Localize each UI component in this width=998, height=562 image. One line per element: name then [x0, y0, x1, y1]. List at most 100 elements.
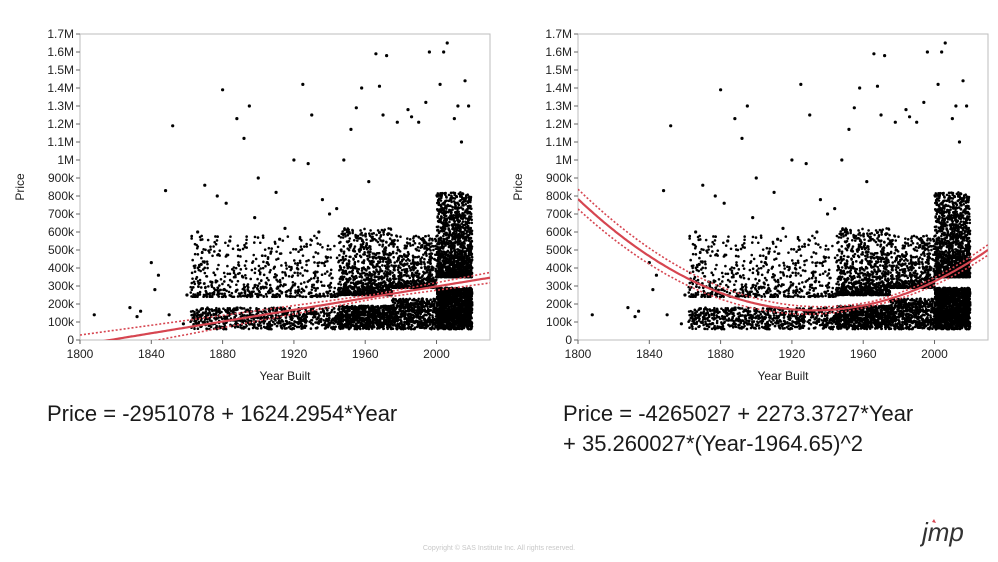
- data-point: [270, 316, 273, 319]
- data-point: [369, 239, 373, 243]
- data-point: [348, 290, 351, 293]
- data-point: [191, 277, 194, 280]
- x-axis-label: Year Built: [260, 369, 312, 383]
- scatter-chart-linear-fit: 0100k200k300k400k500k600k700k800k900k1M1…: [13, 27, 491, 383]
- data-point: [337, 234, 341, 238]
- data-point: [243, 243, 246, 247]
- data-point: [428, 276, 432, 280]
- data-point: [381, 245, 384, 248]
- data-point: [384, 282, 387, 286]
- data-point: [326, 248, 329, 251]
- data-point: [375, 233, 378, 237]
- data-point: [368, 244, 371, 248]
- data-point: [339, 248, 343, 251]
- data-point: [378, 243, 381, 247]
- data-point: [395, 260, 399, 263]
- data-point: [309, 277, 313, 280]
- data-point: [342, 250, 346, 254]
- data-point: [428, 239, 431, 242]
- data-point: [379, 289, 383, 292]
- data-point: [274, 319, 277, 322]
- data-point: [243, 314, 246, 317]
- data-point: [261, 236, 265, 239]
- data-point: [293, 324, 297, 327]
- data-point: [284, 293, 288, 297]
- data-point: [405, 300, 409, 304]
- data-point: [362, 253, 365, 256]
- data-point: [251, 326, 255, 330]
- data-point: [194, 319, 198, 323]
- data-point: [211, 295, 214, 299]
- data-point: [367, 315, 371, 318]
- data-point: [396, 305, 399, 309]
- data-point: [371, 319, 375, 323]
- data-point: [245, 235, 248, 238]
- data-point: [305, 245, 309, 248]
- data-point: [262, 322, 266, 325]
- data-point: [413, 241, 417, 245]
- data-point: [238, 295, 242, 298]
- data-point: [378, 319, 381, 323]
- data-point: [420, 266, 423, 270]
- data-point: [382, 272, 386, 275]
- data-point: [253, 324, 256, 328]
- data-point: [361, 234, 365, 237]
- data-point: [257, 264, 261, 268]
- data-point: [352, 320, 356, 324]
- data-point: [225, 310, 228, 313]
- data-point: [373, 275, 377, 279]
- data-point: [416, 245, 420, 249]
- data-point: [262, 319, 266, 322]
- data-point: [249, 319, 252, 323]
- data-point: [383, 264, 387, 268]
- data-point: [368, 271, 371, 274]
- data-point: [388, 315, 392, 319]
- data-point: [359, 288, 362, 291]
- data-point: [234, 275, 237, 279]
- data-point: [354, 290, 358, 293]
- data-point: [244, 273, 247, 277]
- data-point: [310, 239, 314, 242]
- data-point: [371, 322, 374, 325]
- data-point: [236, 254, 240, 258]
- data-point: [366, 258, 370, 261]
- data-point: [269, 252, 272, 255]
- data-point: [210, 285, 214, 288]
- data-point: [300, 239, 303, 242]
- data-point: [299, 324, 303, 328]
- data-point: [262, 310, 266, 313]
- data-point: [419, 301, 423, 304]
- data-point: [393, 265, 397, 268]
- data-point: [237, 264, 241, 267]
- data-point: [289, 313, 293, 316]
- data-point: [256, 295, 259, 299]
- data-point: [372, 232, 376, 235]
- data-point: [287, 274, 291, 278]
- data-point: [392, 319, 395, 322]
- data-point: [309, 243, 312, 247]
- data-point: [360, 284, 364, 288]
- data-point: [413, 308, 416, 312]
- data-point: [254, 257, 258, 261]
- data-point: [296, 291, 300, 295]
- data-point: [422, 261, 426, 264]
- data-point: [233, 326, 237, 329]
- data-point: [429, 249, 432, 252]
- data-point: [339, 267, 343, 271]
- data-point: [360, 269, 364, 272]
- data-point: [376, 262, 379, 266]
- y-tick-label: 600k: [48, 225, 75, 239]
- data-point: [213, 273, 217, 277]
- data-point: [244, 259, 248, 263]
- data-point: [377, 271, 381, 274]
- data-point: [305, 259, 308, 263]
- data-point: [228, 278, 232, 282]
- data-point: [329, 268, 333, 272]
- data-point: [243, 294, 246, 298]
- data-point: [267, 307, 271, 311]
- data-point: [388, 312, 392, 316]
- data-point: [310, 285, 314, 289]
- data-point: [382, 253, 386, 256]
- data-point: [393, 238, 396, 242]
- data-point: [306, 280, 310, 283]
